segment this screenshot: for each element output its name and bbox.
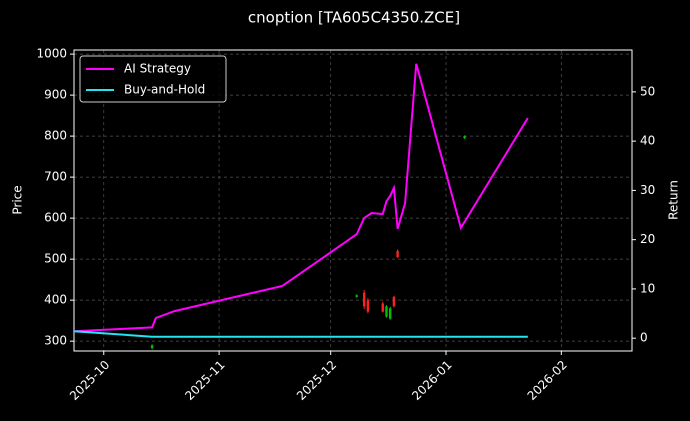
y2-tick-label: 40: [640, 134, 655, 148]
candle-body: [385, 306, 388, 317]
y2-tick-label: 0: [640, 331, 648, 345]
series-line: [73, 330, 528, 338]
candle-body: [463, 136, 466, 139]
candle-body: [389, 308, 392, 319]
legend-label: Buy-and-Hold: [124, 83, 205, 97]
x-tick-label: 2025-11: [182, 358, 227, 403]
y-tick-label: 800: [44, 129, 67, 143]
y-axis-label: Price: [11, 185, 25, 214]
legend: AI Strategy Buy-and-Hold: [79, 55, 227, 103]
x-tick-label: 2026-02: [525, 358, 570, 403]
x-tick-label: 2025-10: [67, 358, 112, 403]
legend-label: AI Strategy: [124, 62, 191, 76]
candle-body: [355, 295, 358, 297]
series-line: [73, 63, 529, 333]
x-tick-label: 2025-12: [294, 358, 339, 403]
y-tick-label: 500: [44, 252, 67, 266]
candle-body: [362, 292, 366, 307]
chart-title: cnoption [TA605C4350.ZCE]: [248, 9, 460, 27]
legend-box: [79, 55, 227, 103]
candle-body: [381, 303, 384, 312]
candle-body: [392, 296, 396, 307]
candle-body: [150, 345, 154, 349]
y2-tick-label: 20: [640, 232, 655, 246]
x-tick-label: 2026-01: [409, 358, 454, 403]
y-tick-label: 1000: [36, 47, 67, 61]
y2-tick-label: 30: [640, 183, 655, 197]
y-tick-label: 600: [44, 211, 67, 225]
y-tick-label: 700: [44, 170, 67, 184]
y-tick-label: 900: [44, 88, 67, 102]
candle-body: [396, 250, 399, 258]
candle-body: [366, 300, 370, 312]
y2-axis-label: Return: [667, 180, 681, 220]
y2-tick-label: 10: [640, 281, 655, 295]
y2-tick-label: 50: [640, 84, 655, 98]
y-tick-label: 300: [44, 334, 67, 348]
y-tick-label: 400: [44, 293, 67, 307]
plot-frame: [73, 49, 633, 352]
